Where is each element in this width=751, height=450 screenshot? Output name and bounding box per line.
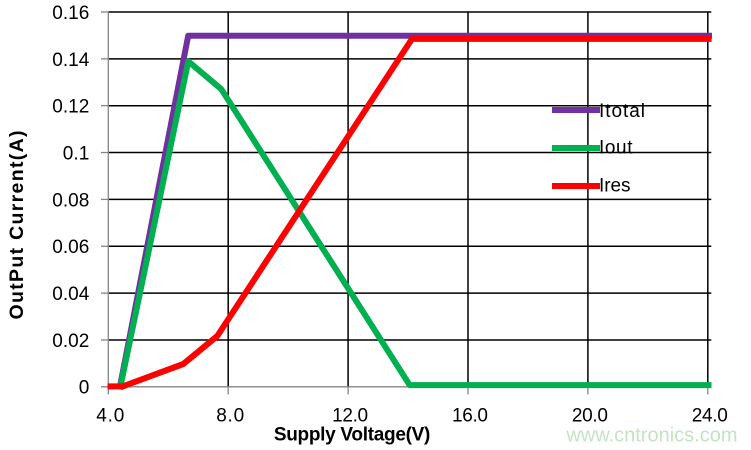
svg-text:0.14: 0.14 <box>52 50 89 71</box>
svg-text:0.04: 0.04 <box>52 284 89 305</box>
svg-text:0.02: 0.02 <box>52 331 89 352</box>
svg-text:12.0: 12.0 <box>332 405 368 426</box>
svg-text:0.08: 0.08 <box>52 190 89 211</box>
svg-text:0.1: 0.1 <box>63 143 90 164</box>
svg-text:0.16: 0.16 <box>52 3 89 24</box>
svg-text:4.0: 4.0 <box>96 405 124 426</box>
svg-text:www.cntronics.com: www.cntronics.com <box>565 425 737 447</box>
svg-text:Itotal: Itotal <box>599 101 645 122</box>
svg-text:0: 0 <box>79 378 90 399</box>
svg-text:Supply Voltage(V): Supply Voltage(V) <box>274 425 431 446</box>
svg-text:16.0: 16.0 <box>452 405 488 426</box>
svg-text:OutPut Current(A): OutPut Current(A) <box>6 131 28 320</box>
svg-text:0.06: 0.06 <box>52 237 89 258</box>
svg-text:Ires: Ires <box>599 176 631 197</box>
svg-text:8.0: 8.0 <box>216 405 244 426</box>
svg-text:20.0: 20.0 <box>572 405 608 426</box>
svg-text:Iout: Iout <box>599 138 633 159</box>
svg-text:0.12: 0.12 <box>52 97 89 118</box>
svg-text:24.0: 24.0 <box>692 405 728 426</box>
